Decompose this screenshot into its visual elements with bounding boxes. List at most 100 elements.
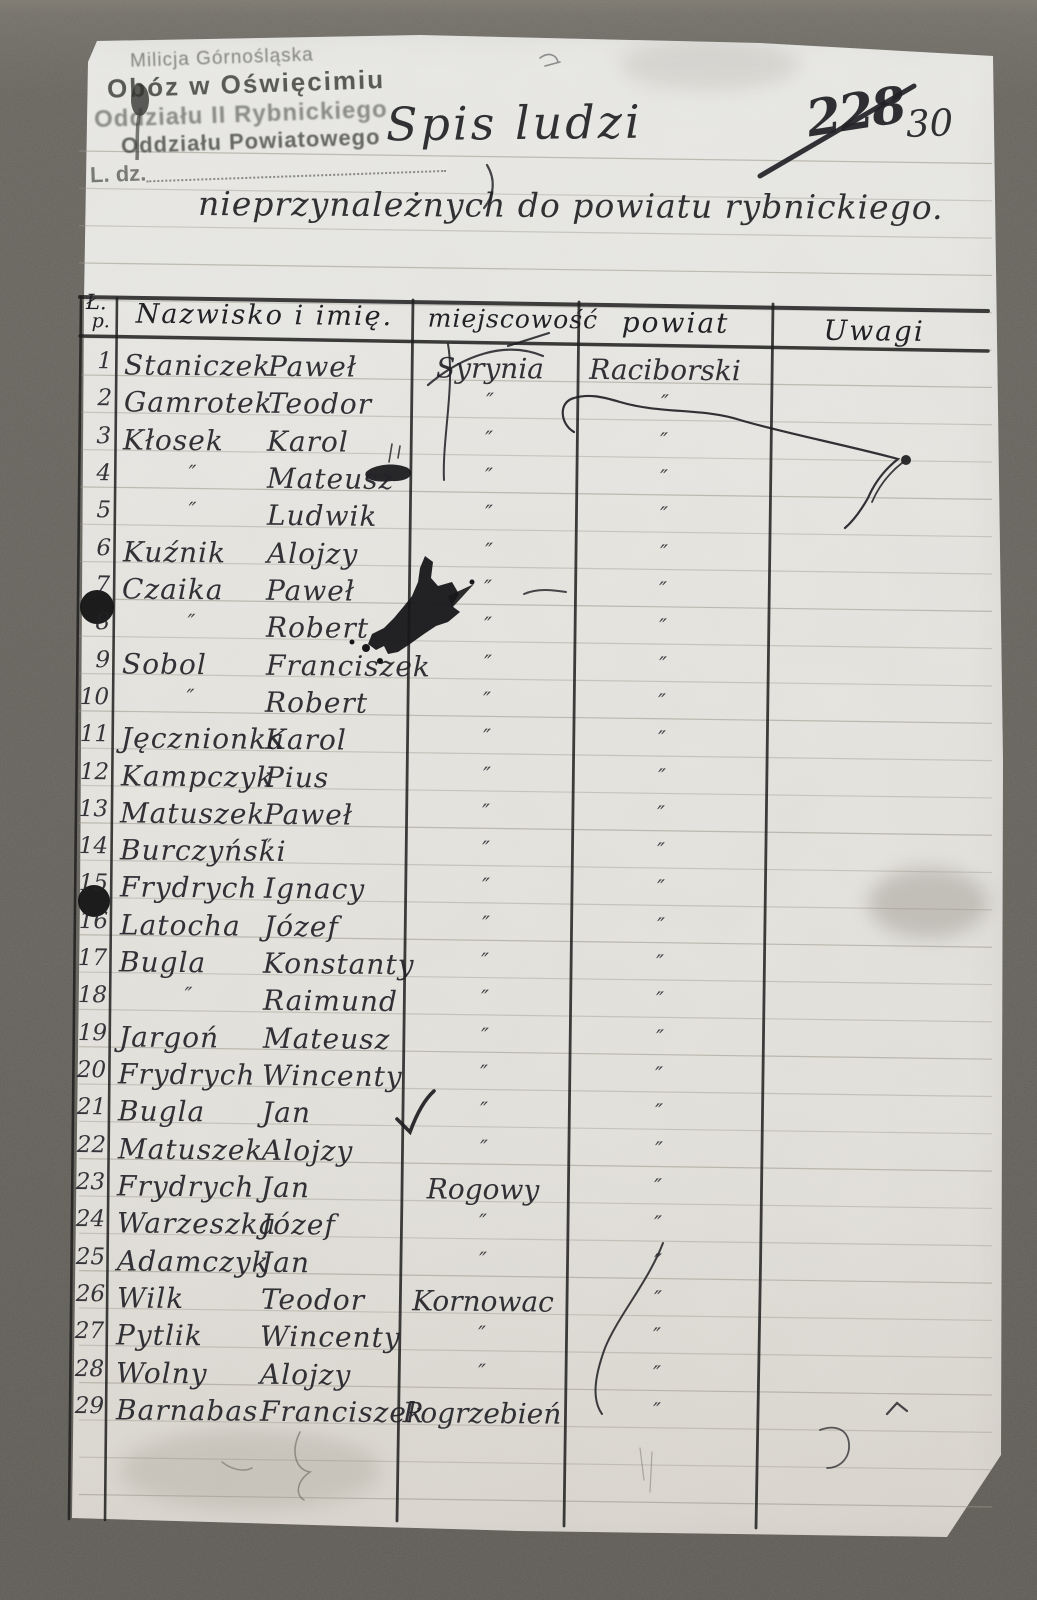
cell-surname: Adamczyk (116, 1244, 270, 1279)
cell-given-name: Jan (260, 1245, 310, 1279)
cell-given-name: Alojzy (266, 536, 358, 571)
cell-surname: Jargoń (118, 1020, 219, 1055)
cell-district: ″ (660, 390, 669, 415)
cell-given-name: Jan (261, 1170, 311, 1205)
cell-district: ″ (653, 1323, 662, 1348)
cell-number: 3 (96, 422, 112, 449)
cell-surname: Czaika (122, 572, 224, 607)
paper-stain (868, 868, 988, 938)
cell-number: 8 (95, 609, 111, 636)
cell-surname: ″ (187, 610, 197, 635)
stamp-smudge (131, 84, 149, 161)
cell-surname: Barnabas (115, 1393, 259, 1428)
cell-number: 5 (96, 497, 111, 524)
cell-district: ″ (654, 1137, 663, 1162)
cell-number: 7 (95, 572, 111, 599)
cell-given-name: Karol (267, 424, 350, 459)
cell-surname: ″ (188, 498, 198, 523)
cell-surname: ″ (184, 983, 194, 1008)
table-row: 24 Warzeszka Józef ″ ″ (73, 1206, 793, 1250)
cell-number: 29 (74, 1392, 104, 1420)
cell-surname: Warzeszka (116, 1206, 277, 1242)
cell-district: ″ (657, 726, 667, 751)
cell-district: ″ (657, 764, 666, 789)
cell-number: 12 (79, 758, 109, 785)
cell-surname: Bugla (119, 945, 207, 980)
table-row: 21 Bugla Jan ″ ″ (74, 1094, 794, 1138)
cell-district: ″ (657, 838, 666, 863)
cell-surname: Frydrych (118, 1057, 256, 1092)
cell-surname: Kampczyk (120, 758, 275, 794)
table-row: 27 Pytlik Wincenty ″ ″ (72, 1318, 792, 1362)
ink-smear-row4 (365, 464, 412, 482)
cell-number: 25 (75, 1243, 105, 1270)
cell-district: ″ (658, 652, 667, 677)
cell-given-name: Ludwik (266, 499, 378, 534)
long-pen-scribble (561, 394, 901, 530)
cell-surname: Matuszek (117, 1132, 264, 1167)
cell-number: 17 (77, 945, 108, 972)
cell-number: 10 (79, 683, 110, 711)
cell-given-name: Paweł (266, 573, 356, 608)
cell-number: 19 (77, 1019, 107, 1047)
table-row: 6 Kuźnik Alojzy ″ ″ (78, 535, 798, 579)
cell-district: ″ (657, 801, 666, 826)
cell-surname: Sobol (121, 646, 207, 681)
cell-surname: ″ (186, 684, 196, 710)
cell-given-name: Józef (263, 909, 339, 944)
table-row: 11 Jęcznionka Karol ″ ″ (77, 721, 797, 765)
cell-district: ″ (655, 1025, 664, 1050)
table-row: 18 ″ Raimund ″ ″ (75, 982, 795, 1026)
cell-surname: Frydrych (117, 1169, 256, 1204)
cell-given-name: Pius (264, 760, 330, 794)
cell-district: ″ (658, 689, 667, 714)
table-row: 3 Kłosek Karol ″ ″ (79, 423, 799, 467)
cell-surname: Kuźnik (122, 535, 226, 570)
cell-surname: Wolny (115, 1356, 208, 1390)
table-row: 2 Gamrotek Teodor ″ ″ (80, 385, 800, 429)
cell-district: ″ (655, 988, 664, 1013)
cell-given-name: Alojzy (261, 1133, 354, 1168)
cell-surname: ″ (188, 461, 198, 486)
cell-number: 13 (79, 795, 109, 823)
cell-given-name: Józef (260, 1208, 337, 1242)
cell-surname: Bugla (117, 1094, 206, 1129)
cell-number: 22 (76, 1131, 106, 1159)
cell-district: ″ (658, 614, 667, 639)
cell-given-name: Jan (261, 1096, 312, 1130)
cell-number: 23 (76, 1169, 106, 1196)
cell-surname: Matuszek (120, 796, 266, 831)
table-grid (67, 295, 990, 1530)
cell-surname: Burczyński (119, 833, 287, 869)
cell-given-name: Alojzy (259, 1357, 352, 1392)
cell-district: ″ (656, 876, 665, 901)
cell-number: 20 (76, 1057, 107, 1084)
cell-surname: Wilk (116, 1281, 184, 1316)
cell-district: ″ (652, 1361, 661, 1386)
cell-district: ″ (656, 950, 665, 975)
paper-stain (620, 40, 800, 90)
cell-number: 28 (74, 1355, 105, 1382)
cell-number: 15 (78, 870, 108, 897)
cell-number: 21 (76, 1094, 107, 1121)
table-row: 28 Wolny Alojzy ″ ″ (72, 1356, 792, 1400)
cell-number: 27 (74, 1318, 105, 1345)
faint-scribbles (221, 1431, 653, 1501)
cell-surname: Jęcznionka (120, 721, 285, 757)
cell-district: ″ (655, 1062, 664, 1087)
cell-number: 14 (78, 833, 109, 860)
table-row: 8 ″ Robert ″ ″ (78, 609, 798, 653)
cell-district: ″ (652, 1398, 661, 1423)
table-row: 22 Matuszek Alojzy ″ ″ (74, 1132, 794, 1176)
cell-surname: Latocha (119, 908, 241, 943)
cell-given-name: Paweł (267, 349, 358, 384)
cell-surname: Frydrych (119, 870, 258, 906)
table-row: 12 Kampczyk Pius ″ ″ (77, 759, 797, 803)
cell-surname: Staniczek (123, 348, 272, 383)
cell-district: ″ (660, 428, 669, 453)
cell-given-name: Ignacy (263, 872, 366, 907)
